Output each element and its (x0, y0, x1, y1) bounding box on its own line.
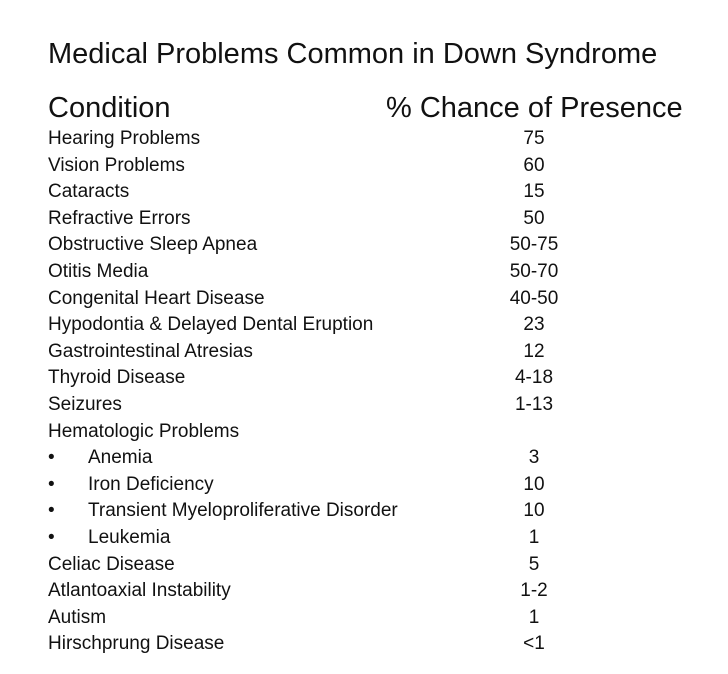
condition-label: Refractive Errors (48, 207, 191, 229)
condition-label: Otitis Media (48, 260, 149, 282)
table-row: Hypodontia & Delayed Dental Eruption 23 (0, 312, 728, 339)
condition-label: Hearing Problems (48, 128, 201, 149)
percent-value: 60 (523, 154, 545, 176)
percent-value: 50-70 (509, 260, 559, 282)
percent-value: 75 (523, 128, 545, 149)
bullet-icon: • (48, 473, 55, 495)
table-row: Autism 1 (0, 605, 728, 632)
table-row: Hematologic Problems (0, 419, 728, 446)
table-row-sub: • Leukemia 1 (0, 525, 728, 552)
percent-value: 5 (528, 553, 540, 575)
table-row-sub: • Anemia 3 (0, 445, 728, 472)
slide-title: Medical Problems Common in Down Syndrome (48, 38, 658, 70)
percent-value: 1 (528, 526, 540, 548)
condition-label: Cataracts (48, 181, 130, 203)
percent-value: 12 (523, 340, 545, 362)
condition-label: Congenital Heart Disease (48, 287, 265, 309)
condition-label: Gastrointestinal Atresias (48, 340, 253, 362)
percent-value: 1 (528, 606, 540, 628)
bullet-icon: • (48, 526, 55, 548)
condition-column-header: Condition (48, 92, 171, 124)
percent-value: 10 (523, 473, 545, 495)
percent-value: 1-2 (520, 580, 548, 602)
condition-label: Hypodontia & Delayed Dental Eruption (48, 314, 374, 336)
table-row: Atlantoaxial Instability 1-2 (0, 578, 728, 605)
condition-label: Celiac Disease (48, 553, 175, 575)
percent-value: 1-13 (514, 393, 554, 415)
bullet-icon: • (48, 447, 55, 469)
table-row-sub: • Iron Deficiency 10 (0, 472, 728, 499)
table-row: Refractive Errors 50 (0, 206, 728, 233)
condition-label: Thyroid Disease (48, 367, 186, 389)
condition-label: Leukemia (88, 526, 171, 548)
percent-value: <1 (523, 633, 545, 655)
bullet-icon: • (48, 500, 55, 522)
percent-value: 4-18 (514, 367, 554, 389)
table-row: Gastrointestinal Atresias 12 (0, 339, 728, 366)
table-row: Cataracts 15 (0, 179, 728, 206)
table-row: Hearing Problems 75 (0, 126, 728, 153)
condition-label: Vision Problems (48, 154, 185, 176)
condition-label: Obstructive Sleep Apnea (48, 234, 258, 256)
table-row: Obstructive Sleep Apnea 50-75 (0, 232, 728, 259)
condition-label: Transient Myeloproliferative Disorder (88, 500, 398, 522)
table-row: Congenital Heart Disease 40-50 (0, 286, 728, 313)
table-row: Thyroid Disease 4-18 (0, 365, 728, 392)
condition-label: Seizures (48, 393, 122, 415)
percent-value: 15 (523, 181, 545, 203)
condition-label: Anemia (88, 447, 153, 469)
condition-label: Iron Deficiency (88, 473, 214, 495)
condition-label: Autism (48, 606, 107, 628)
percent-value: 50-75 (509, 234, 559, 256)
percent-value: 3 (528, 447, 540, 469)
table-row: Vision Problems 60 (0, 153, 728, 180)
percent-column-header: % Chance of Presence (386, 92, 683, 124)
condition-label: Atlantoaxial Instability (48, 580, 231, 602)
condition-label: Hirschprung Disease (48, 633, 225, 655)
table-row: Otitis Media 50-70 (0, 259, 728, 286)
percent-value: 10 (523, 500, 545, 522)
table-row: Celiac Disease 5 (0, 552, 728, 579)
percent-value: 40-50 (509, 287, 559, 309)
percent-value: 23 (523, 314, 545, 336)
percent-value: 50 (523, 207, 545, 229)
condition-label: Hematologic Problems (48, 420, 240, 442)
conditions-table: Hearing Problems 75 Vision Problems 60 C… (0, 126, 728, 658)
table-row: Seizures 1-13 (0, 392, 728, 419)
table-row-sub: • Transient Myeloproliferative Disorder … (0, 498, 728, 525)
table-row: Hirschprung Disease <1 (0, 631, 728, 658)
